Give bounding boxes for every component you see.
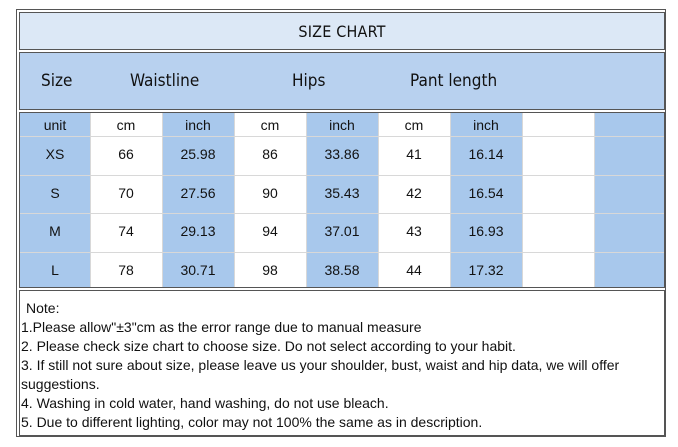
notes-heading: Note: <box>26 300 60 316</box>
table-cell-pant-inch: 17.32 <box>468 262 504 278</box>
col-bg-hips-cm <box>234 113 306 287</box>
unit-cell-hips-inch: inch <box>329 117 355 133</box>
table-cell-pant-inch: 16.54 <box>468 185 504 201</box>
col-divider <box>162 113 163 287</box>
col-divider <box>306 113 307 287</box>
table-cell-size: XS <box>45 146 65 162</box>
note-item: 3. If still not sure about size, please … <box>21 357 620 392</box>
table-cell-pant-inch: 16.93 <box>468 223 504 239</box>
col-divider <box>90 113 91 287</box>
table-cell-waist-inch: 30.71 <box>180 262 216 278</box>
table-cell-waist-cm: 74 <box>118 223 134 239</box>
table-cell-waist-inch: 29.13 <box>180 223 216 239</box>
row-divider <box>20 213 664 214</box>
unit-cell-pant-cm: cm <box>404 117 424 133</box>
size-chart-title-band: SIZE CHART <box>19 12 665 50</box>
header-waistline: Waistline <box>130 71 200 91</box>
col-bg-empty-2 <box>594 113 664 287</box>
unit-cell-pant-inch: inch <box>473 117 499 133</box>
table-cell-size: L <box>51 262 59 278</box>
table-cell-hips-cm: 86 <box>262 146 278 162</box>
table-cell-pant-cm: 43 <box>406 223 422 239</box>
table-cell-pant-cm: 44 <box>406 262 422 278</box>
row-divider <box>20 136 664 137</box>
unit-cell-hips-cm: cm <box>260 117 280 133</box>
table-cell-hips-inch: 38.58 <box>324 262 360 278</box>
table-cell-waist-cm: 70 <box>118 185 134 201</box>
col-bg-waist-inch <box>162 113 234 287</box>
table-cell-hips-cm: 98 <box>262 262 278 278</box>
table-cell-hips-cm: 90 <box>262 185 278 201</box>
table-cell-waist-inch: 25.98 <box>180 146 216 162</box>
sheet-left-margin <box>0 9 17 437</box>
col-bg-waist-cm <box>90 113 162 287</box>
notes-section: Note: 1.Please allow"±3"cm as the error … <box>19 290 665 436</box>
header-size: Size <box>41 71 73 91</box>
size-chart-sheet: SIZE CHART Size Waistline Hips Pant leng… <box>16 9 666 437</box>
note-item: 2. Please check size chart to choose siz… <box>21 338 516 354</box>
unit-cell-waist-inch: inch <box>185 117 211 133</box>
table-cell-waist-inch: 27.56 <box>180 185 216 201</box>
col-bg-hips-inch <box>306 113 378 287</box>
col-divider <box>234 113 235 287</box>
size-chart-header-row: Size Waistline Hips Pant length <box>19 52 665 110</box>
unit-cell-waist-cm: cm <box>116 117 136 133</box>
table-cell-hips-inch: 33.86 <box>324 146 360 162</box>
table-cell-waist-cm: 78 <box>118 262 134 278</box>
table-cell-pant-cm: 41 <box>406 146 422 162</box>
col-divider <box>594 113 595 287</box>
table-cell-waist-cm: 66 <box>118 146 134 162</box>
note-item: 4. Washing in cold water, hand washing, … <box>21 395 389 411</box>
table-cell-hips-inch: 35.43 <box>324 185 360 201</box>
col-divider <box>522 113 523 287</box>
col-divider <box>450 113 451 287</box>
note-item: 1.Please allow"±3"cm as the error range … <box>21 319 422 335</box>
table-cell-pant-cm: 42 <box>406 185 422 201</box>
note-item: 5. Due to different lighting, color may … <box>21 414 483 430</box>
header-hips: Hips <box>292 71 326 91</box>
size-table: unit cm inch cm inch cm inch XS 66 25.98… <box>19 112 665 288</box>
col-bg-pant-cm <box>378 113 450 287</box>
table-cell-hips-inch: 37.01 <box>324 223 360 239</box>
header-pant-length: Pant length <box>410 71 498 91</box>
table-cell-hips-cm: 94 <box>262 223 278 239</box>
col-bg-pant-inch <box>450 113 522 287</box>
table-cell-size: S <box>50 185 60 201</box>
col-divider <box>378 113 379 287</box>
row-divider <box>20 175 664 176</box>
col-bg-empty <box>522 113 594 287</box>
col-bg-unit <box>20 113 90 287</box>
unit-cell-label: unit <box>43 117 67 133</box>
size-chart-title: SIZE CHART <box>298 21 386 41</box>
table-cell-size: M <box>49 223 61 239</box>
row-divider <box>20 252 664 253</box>
table-cell-pant-inch: 16.14 <box>468 146 504 162</box>
